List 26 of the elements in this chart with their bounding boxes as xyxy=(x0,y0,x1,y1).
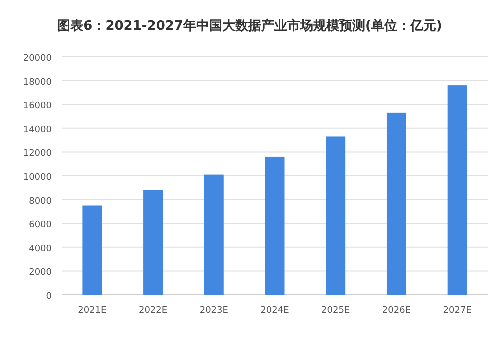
x-tick-label: 2025E xyxy=(322,306,350,316)
y-tick-label: 14000 xyxy=(23,125,52,136)
bar xyxy=(265,156,285,295)
bar xyxy=(204,174,224,295)
bar xyxy=(386,112,406,295)
x-tick-label: 2022E xyxy=(138,306,168,316)
bar xyxy=(448,86,468,295)
x-tick-label: 2024E xyxy=(260,306,290,316)
y-tick-label: 6000 xyxy=(29,220,52,231)
chart-title: 图表6：2021-2027年中国大数据产业市场规模预测(单位：亿元) xyxy=(58,18,442,34)
x-tick-label: 2027E xyxy=(443,306,472,316)
y-tick-label: 4000 xyxy=(29,244,52,254)
x-tick-label: 2021E xyxy=(78,306,108,316)
y-tick-label: 12000 xyxy=(23,149,52,160)
y-tick-label: 8000 xyxy=(29,196,52,207)
bar xyxy=(144,190,164,295)
x-tick-label: 2023E xyxy=(200,306,229,316)
y-tick-label: 2000 xyxy=(29,268,52,278)
y-tick-label: 16000 xyxy=(23,102,52,112)
y-tick-label: 20000 xyxy=(23,54,52,64)
y-tick-label: 0 xyxy=(46,292,52,302)
bar xyxy=(326,136,346,295)
bar xyxy=(82,206,102,295)
y-tick-label: 18000 xyxy=(23,78,52,88)
x-tick-label: 2026E xyxy=(382,306,412,316)
y-tick-label: 10000 xyxy=(23,173,52,183)
